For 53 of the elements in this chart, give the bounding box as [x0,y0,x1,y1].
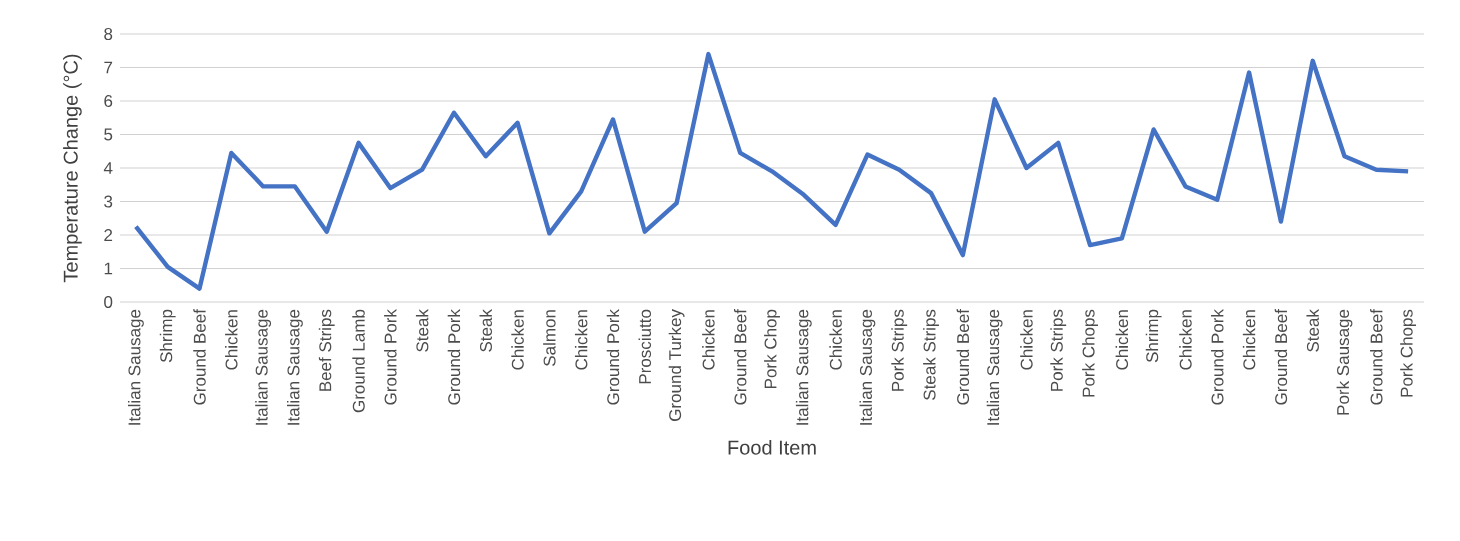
x-tick-label: Italian Sausage [859,309,876,425]
x-tick-label: Chicken [574,310,588,370]
y-tick-label: 5 [104,128,113,141]
x-tick-label: Chicken [1115,310,1129,370]
x-tick-label: Pork Sausage [1336,309,1353,415]
x-tick-label: Chicken [1020,310,1033,370]
y-tick-label: 8 [104,28,113,41]
x-tick-label: Italian Sausage [255,309,272,425]
x-tick-label: Chicken [511,310,524,370]
x-tick-label: Chicken [225,310,238,370]
y-tick-label: 1 [104,262,113,275]
x-tick-label: Italian Sausage [287,309,303,425]
x-tick-label: Ground Beef [733,309,747,405]
x-axis-title: Food Item [728,440,816,455]
x-tick-label: Pork Chop [764,309,780,388]
x-tick-label: Ground Pork [606,309,620,405]
x-tick-label: Ground Turkey [668,309,685,421]
line-series [133,51,1411,291]
y-tick-label: 6 [104,95,113,108]
x-tick-label: Ground Pork [384,309,397,405]
x-tick-label: Salmon [543,310,556,366]
x-tick-label: Steak [1306,309,1319,352]
x-tick-label: Beef Strips [318,309,335,391]
x-tick-label: Ground Beef [956,309,970,405]
y-axis-title: Temperature Change (°C) [63,54,82,283]
x-tick-label: Italian Sausage [127,309,144,425]
x-tick-label: Steak [479,309,492,352]
x-tick-label: Steak Strips [923,309,939,400]
x-tick-label: Pork Chops [1400,309,1417,397]
x-tick-label: Ground Lamb [352,309,365,413]
y-tick-label: 3 [104,195,113,208]
x-tick-label: Ground Pork [447,309,461,405]
x-tick-label: Shrimp [159,309,176,363]
y-tick-label: 2 [104,229,113,241]
x-tick-label: Ground Beef [1274,309,1288,405]
y-tick-label: 0 [104,295,113,309]
x-tick-label: Chicken [702,310,715,370]
x-tick-label: Chicken [1179,310,1192,370]
x-tick-label: Ground Pork [1211,309,1224,405]
y-tick-label: 7 [104,61,113,74]
x-tick-label: Shrimp [1145,309,1162,363]
x-tick-label: Ground Beef [1370,309,1383,405]
x-tick-label: Prosciutto [638,309,652,384]
x-tick-label: Steak [415,309,429,352]
x-tick-label: Ground Beef [193,309,206,405]
x-tick-label: Pork Strips [891,309,908,391]
x-tick-label: Pork Strips [1050,309,1067,391]
x-tick-label: Chicken [1242,310,1256,370]
x-tick-label: Italian Sausage [986,309,1003,425]
x-tick-label: Chicken [829,310,842,370]
x-tick-label: Italian Sausage [795,309,812,425]
x-tick-label: Pork Chops [1082,309,1098,397]
y-tick-label: 4 [103,162,113,174]
